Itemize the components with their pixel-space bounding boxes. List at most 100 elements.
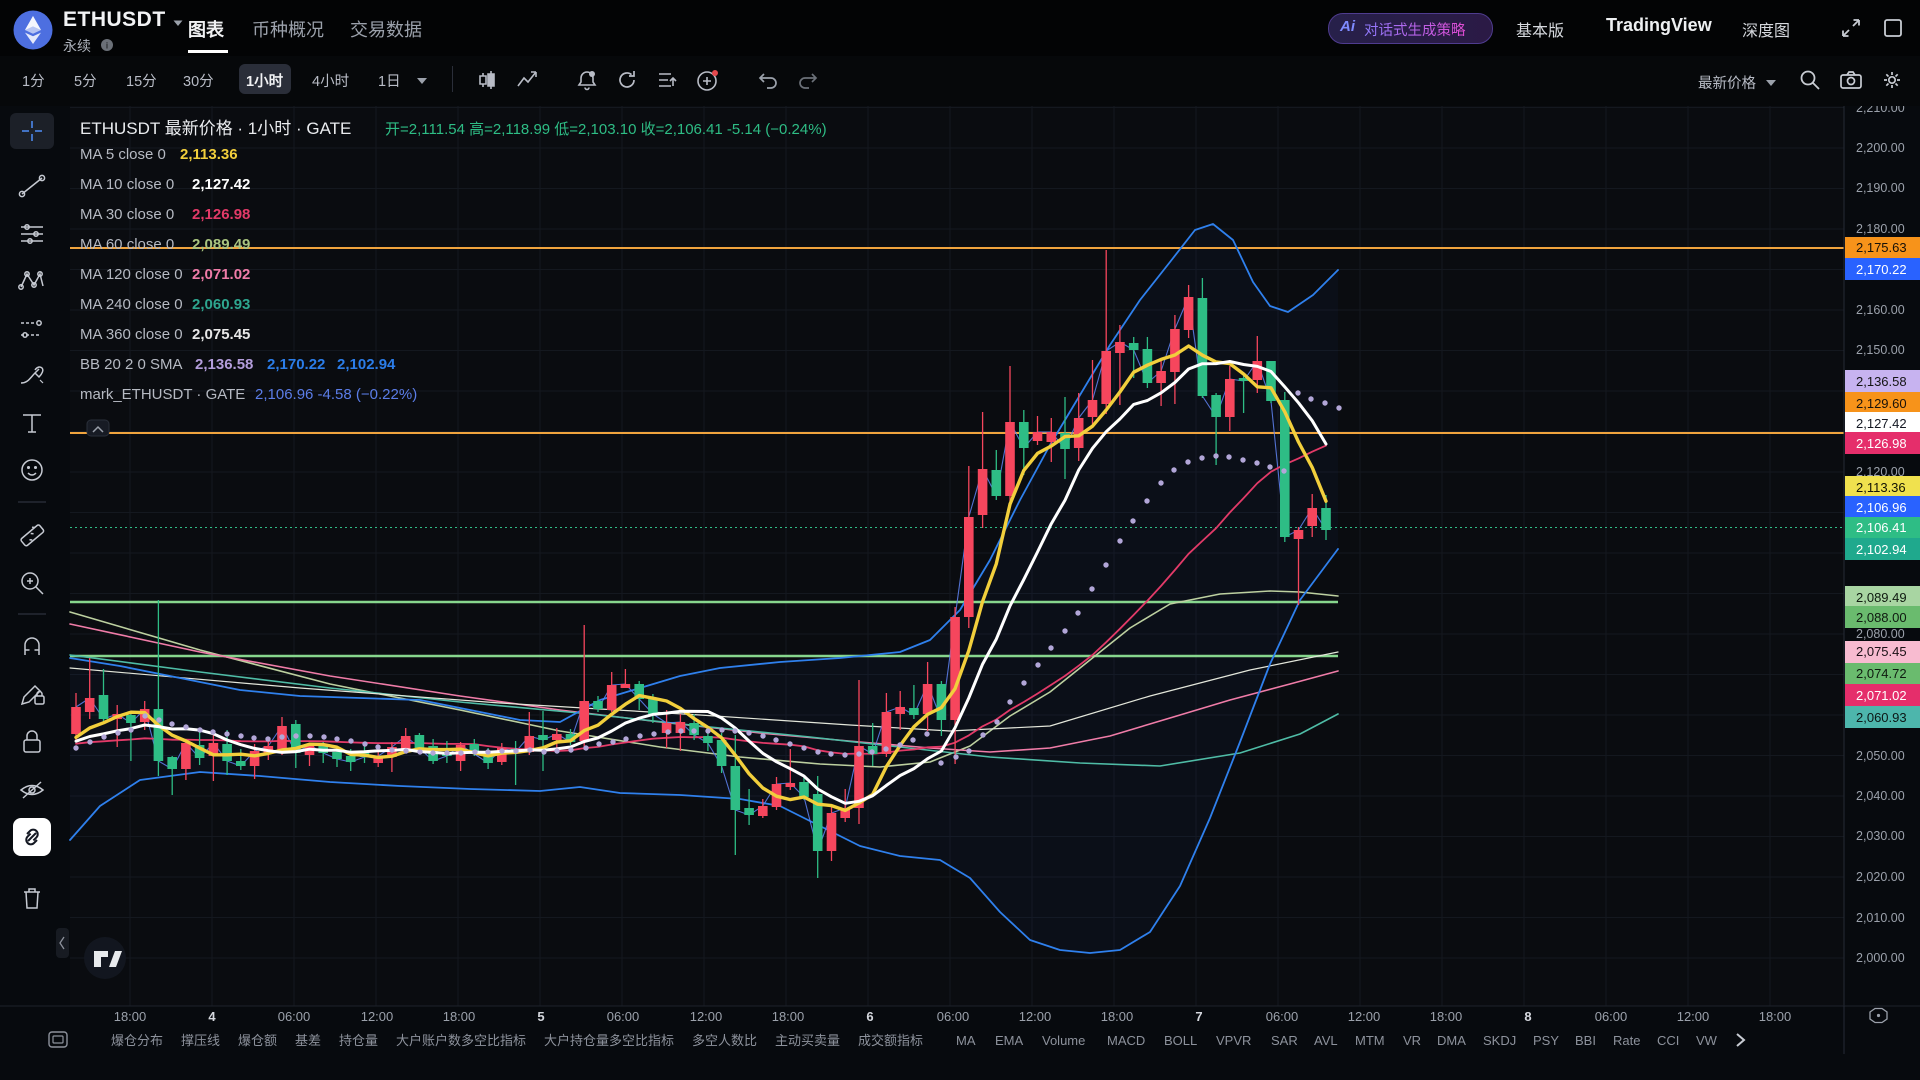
- svg-text:MA 360 close 0: MA 360 close 0: [80, 326, 183, 343]
- svg-text:Volume: Volume: [1042, 1033, 1085, 1048]
- svg-text:2,060.93: 2,060.93: [1856, 710, 1907, 725]
- svg-text:2,126.98: 2,126.98: [192, 206, 250, 223]
- svg-text:18:00: 18:00: [114, 1009, 147, 1024]
- svg-text:2,160.00: 2,160.00: [1856, 303, 1905, 317]
- svg-text:2,071.02: 2,071.02: [1856, 688, 1907, 703]
- svg-text:大户账户数多空比指标: 大户账户数多空比指标: [396, 1033, 526, 1048]
- svg-text:2,120.00: 2,120.00: [1856, 465, 1905, 479]
- svg-text:2,102.94: 2,102.94: [337, 356, 396, 373]
- svg-text:2,106.96: 2,106.96: [1856, 500, 1907, 515]
- svg-text:持仓量: 持仓量: [339, 1033, 378, 1048]
- svg-text:2,020.00: 2,020.00: [1856, 870, 1905, 884]
- svg-text:MA 5 close 0: MA 5 close 0: [80, 146, 166, 163]
- svg-text:ETHUSDT 最新价格 · 1小时 · GATE: ETHUSDT 最新价格 · 1小时 · GATE: [80, 119, 351, 138]
- svg-text:2,074.72: 2,074.72: [1856, 666, 1907, 681]
- svg-text:Rate: Rate: [1613, 1033, 1640, 1048]
- svg-text:2,136.58: 2,136.58: [1856, 374, 1907, 389]
- svg-text:2,129.60: 2,129.60: [1856, 396, 1907, 411]
- svg-text:06:00: 06:00: [1595, 1009, 1628, 1024]
- svg-text:12:00: 12:00: [361, 1009, 394, 1024]
- svg-text:MTM: MTM: [1355, 1033, 1385, 1048]
- svg-text:AVL: AVL: [1314, 1033, 1338, 1048]
- svg-text:2,089.49: 2,089.49: [1856, 590, 1907, 605]
- svg-text:5: 5: [537, 1009, 544, 1024]
- svg-text:2,060.93: 2,060.93: [192, 296, 250, 313]
- svg-text:2,127.42: 2,127.42: [192, 176, 250, 193]
- svg-text:撑压线: 撑压线: [181, 1033, 220, 1048]
- svg-text:爆仓额: 爆仓额: [238, 1033, 277, 1048]
- svg-text:基差: 基差: [295, 1033, 321, 1048]
- svg-text:2,127.42: 2,127.42: [1856, 416, 1907, 431]
- svg-text:12:00: 12:00: [1677, 1009, 1710, 1024]
- svg-text:MA 10 close 0: MA 10 close 0: [80, 176, 174, 193]
- svg-text:18:00: 18:00: [772, 1009, 805, 1024]
- svg-text:12:00: 12:00: [690, 1009, 723, 1024]
- svg-text:06:00: 06:00: [278, 1009, 311, 1024]
- svg-text:VR: VR: [1403, 1033, 1421, 1048]
- svg-text:2,030.00: 2,030.00: [1856, 829, 1905, 843]
- svg-text:8: 8: [1524, 1009, 1531, 1024]
- svg-text:2,136.58: 2,136.58: [195, 356, 253, 373]
- svg-text:2,200.00: 2,200.00: [1856, 141, 1905, 155]
- svg-text:12:00: 12:00: [1348, 1009, 1381, 1024]
- svg-text:6: 6: [866, 1009, 873, 1024]
- svg-text:成交额指标: 成交额指标: [858, 1033, 923, 1048]
- svg-text:MA 60 close 0: MA 60 close 0: [80, 236, 174, 253]
- svg-text:BBI: BBI: [1575, 1033, 1596, 1048]
- svg-text:2,050.00: 2,050.00: [1856, 749, 1905, 763]
- svg-text:2,089.49: 2,089.49: [192, 236, 250, 253]
- svg-text:2,071.02: 2,071.02: [192, 266, 250, 283]
- svg-text:2,190.00: 2,190.00: [1856, 181, 1905, 195]
- svg-text:18:00: 18:00: [1101, 1009, 1134, 1024]
- svg-text:18:00: 18:00: [1759, 1009, 1792, 1024]
- svg-text:MA 120 close 0: MA 120 close 0: [80, 266, 183, 283]
- svg-text:2,075.45: 2,075.45: [192, 326, 250, 343]
- svg-text:2,126.98: 2,126.98: [1856, 436, 1907, 451]
- svg-text:18:00: 18:00: [443, 1009, 476, 1024]
- svg-text:主动买卖量: 主动买卖量: [775, 1033, 840, 1048]
- svg-text:06:00: 06:00: [1266, 1009, 1299, 1024]
- svg-text:SKDJ: SKDJ: [1483, 1033, 1516, 1048]
- svg-text:2,000.00: 2,000.00: [1856, 951, 1905, 965]
- svg-text:MA: MA: [956, 1033, 976, 1048]
- svg-text:2,170.22: 2,170.22: [1856, 262, 1907, 277]
- svg-text:18:00: 18:00: [1430, 1009, 1463, 1024]
- svg-text:06:00: 06:00: [607, 1009, 640, 1024]
- svg-text:2,210.00: 2,210.00: [1856, 106, 1905, 115]
- svg-text:12:00: 12:00: [1019, 1009, 1052, 1024]
- svg-text:2,175.63: 2,175.63: [1856, 240, 1907, 255]
- svg-text:2,102.94: 2,102.94: [1856, 542, 1907, 557]
- svg-text:4: 4: [208, 1009, 216, 1024]
- svg-text:06:00: 06:00: [937, 1009, 970, 1024]
- svg-text:2,080.00: 2,080.00: [1856, 627, 1905, 641]
- svg-text:7: 7: [1195, 1009, 1202, 1024]
- svg-text:开=2,111.54 高=2,118.99 低=2,10: 开=2,111.54 高=2,118.99 低=2,103.10 收=2,106…: [385, 121, 827, 138]
- svg-text:i: i: [106, 41, 108, 51]
- svg-text:2,113.36: 2,113.36: [180, 146, 238, 163]
- svg-text:DMA: DMA: [1437, 1033, 1466, 1048]
- svg-text:BOLL: BOLL: [1164, 1033, 1197, 1048]
- svg-text:BB 20 2 0 SMA: BB 20 2 0 SMA: [80, 356, 183, 373]
- svg-text:多空人数比: 多空人数比: [692, 1033, 757, 1048]
- svg-text:2,180.00: 2,180.00: [1856, 222, 1905, 236]
- svg-text:CCI: CCI: [1657, 1033, 1679, 1048]
- svg-text:2,040.00: 2,040.00: [1856, 789, 1905, 803]
- svg-text:MACD: MACD: [1107, 1033, 1145, 1048]
- svg-text:大户持仓量多空比指标: 大户持仓量多空比指标: [544, 1033, 674, 1048]
- svg-text:EMA: EMA: [995, 1033, 1024, 1048]
- svg-text:2,150.00: 2,150.00: [1856, 343, 1905, 357]
- svg-text:2,088.00: 2,088.00: [1856, 610, 1907, 625]
- svg-text:MA 30 close 0: MA 30 close 0: [80, 206, 174, 223]
- svg-text:VPVR: VPVR: [1216, 1033, 1251, 1048]
- svg-text:2,075.45: 2,075.45: [1856, 644, 1907, 659]
- svg-text:2,113.36: 2,113.36: [1856, 480, 1906, 495]
- svg-text:PSY: PSY: [1533, 1033, 1559, 1048]
- svg-text:MA 240 close 0: MA 240 close 0: [80, 296, 183, 313]
- svg-text:SAR: SAR: [1271, 1033, 1298, 1048]
- svg-text:mark_ETHUSDT · GATE: mark_ETHUSDT · GATE: [80, 386, 245, 403]
- svg-text:2,010.00: 2,010.00: [1856, 911, 1905, 925]
- svg-text:2,106.41: 2,106.41: [1856, 520, 1907, 535]
- svg-text:VW: VW: [1696, 1033, 1718, 1048]
- svg-text:爆仓分布: 爆仓分布: [111, 1033, 163, 1048]
- svg-text:2,170.22: 2,170.22: [267, 356, 325, 373]
